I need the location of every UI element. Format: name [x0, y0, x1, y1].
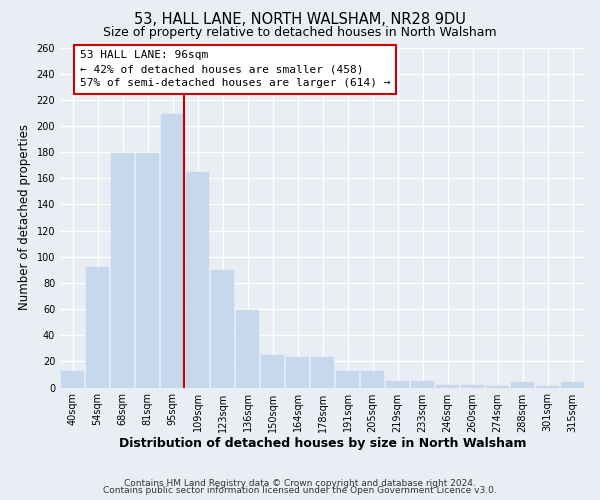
- Text: 53 HALL LANE: 96sqm
← 42% of detached houses are smaller (458)
57% of semi-detac: 53 HALL LANE: 96sqm ← 42% of detached ho…: [80, 50, 391, 88]
- Text: Size of property relative to detached houses in North Walsham: Size of property relative to detached ho…: [103, 26, 497, 39]
- Bar: [361, 370, 384, 388]
- Bar: [261, 355, 284, 388]
- Bar: [236, 310, 259, 388]
- Y-axis label: Number of detached properties: Number of detached properties: [18, 124, 31, 310]
- Bar: [311, 358, 334, 388]
- Bar: [161, 114, 184, 388]
- Bar: [336, 370, 359, 388]
- Bar: [436, 385, 459, 388]
- Bar: [136, 154, 159, 388]
- Bar: [536, 386, 559, 388]
- X-axis label: Distribution of detached houses by size in North Walsham: Distribution of detached houses by size …: [119, 438, 526, 450]
- Bar: [211, 270, 234, 388]
- Text: 53, HALL LANE, NORTH WALSHAM, NR28 9DU: 53, HALL LANE, NORTH WALSHAM, NR28 9DU: [134, 12, 466, 28]
- Bar: [486, 386, 509, 388]
- Bar: [461, 385, 484, 388]
- Bar: [61, 370, 84, 388]
- Bar: [286, 358, 309, 388]
- Bar: [411, 381, 434, 388]
- Bar: [186, 172, 209, 388]
- Bar: [111, 154, 134, 388]
- Bar: [511, 382, 534, 388]
- Text: Contains HM Land Registry data © Crown copyright and database right 2024.: Contains HM Land Registry data © Crown c…: [124, 478, 476, 488]
- Text: Contains public sector information licensed under the Open Government Licence v3: Contains public sector information licen…: [103, 486, 497, 495]
- Bar: [86, 267, 109, 388]
- Bar: [561, 382, 584, 388]
- Bar: [386, 381, 409, 388]
